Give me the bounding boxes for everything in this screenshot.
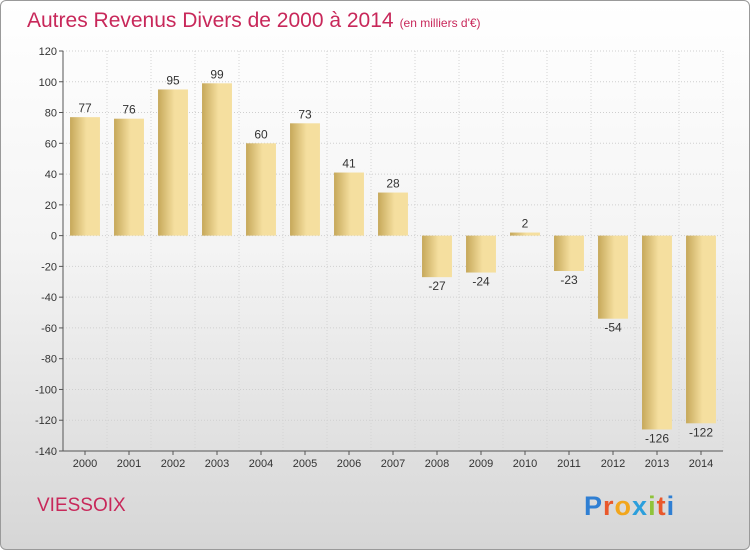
y-tick-label: -60: [41, 323, 57, 335]
bar-2010: [510, 232, 540, 236]
bar-2014: [686, 235, 716, 424]
bars: [70, 83, 716, 430]
logo-letter: P: [584, 491, 604, 521]
x-tick-label: 2007: [381, 458, 405, 470]
data-label: -54: [604, 321, 622, 335]
bar-2009: [466, 235, 496, 273]
x-tick-label: 2014: [689, 458, 713, 470]
logo-letter: x: [632, 491, 649, 521]
y-tick-label: -140: [35, 446, 57, 458]
logo-letter: r: [603, 491, 615, 521]
x-tick-label: 2010: [513, 458, 537, 470]
x-tick-label: 2006: [337, 458, 361, 470]
bar-2002: [158, 89, 188, 236]
chart-title: Autres Revenus Divers de 2000 à 2014 (en …: [27, 9, 481, 33]
logo-letter: i: [666, 491, 676, 521]
bar-2000: [70, 117, 100, 236]
x-tick-label: 2004: [249, 458, 273, 470]
logo-letter: o: [614, 491, 633, 521]
data-label: 60: [254, 127, 268, 141]
place-name: VIESSOIX: [37, 495, 126, 516]
bar-2005: [290, 123, 320, 236]
y-tick-label: -120: [35, 415, 57, 427]
bar-2007: [378, 192, 408, 236]
y-tick-label: 40: [45, 169, 57, 181]
proxiti-logo[interactable]: Proxiti: [584, 491, 675, 522]
bar-2004: [246, 143, 276, 236]
y-tick-label: -40: [41, 292, 57, 304]
x-tick-label: 2002: [161, 458, 185, 470]
y-tick-label: 60: [45, 138, 57, 150]
y-tick-label: 80: [45, 108, 57, 120]
x-tick-label: 2011: [557, 458, 581, 470]
data-label: -24: [472, 275, 490, 289]
y-tick-label: 20: [45, 200, 57, 212]
bar-2013: [642, 235, 672, 430]
y-tick-label: -80: [41, 354, 57, 366]
data-label: 76: [122, 103, 136, 117]
data-label: -23: [560, 273, 578, 287]
chart-title-unit: (en milliers d'€): [399, 16, 481, 30]
logo-letter: t: [656, 491, 667, 521]
y-tick-label: 100: [39, 77, 57, 89]
bar-2006: [334, 172, 364, 236]
data-label: -122: [689, 425, 713, 439]
x-tick-label: 2001: [117, 458, 141, 470]
y-tick-label: 0: [51, 231, 57, 243]
x-tick-label: 2008: [425, 458, 449, 470]
data-labels: 77 76 95 99 60 73 41 28 -27 -24 2 -23 -54 -126 -122: [78, 67, 713, 445]
chart-title-text: Autres Revenus Divers de 2000 à 2014: [27, 9, 394, 32]
y-tick-label: -100: [35, 384, 57, 396]
data-label: 99: [210, 67, 224, 81]
logo-letter: i: [648, 491, 657, 521]
x-tick-label: 2009: [469, 458, 493, 470]
x-tick-label: 2012: [601, 458, 625, 470]
bar-2011: [554, 235, 584, 271]
data-label: -27: [428, 279, 446, 293]
bar-2012: [598, 235, 628, 319]
y-tick-label: -20: [41, 261, 57, 273]
data-label: 95: [166, 73, 180, 87]
data-label: 41: [342, 157, 356, 171]
data-label: 2: [522, 217, 529, 231]
x-tick-label: 2013: [645, 458, 669, 470]
data-label: 77: [78, 101, 92, 115]
bar-2001: [114, 118, 144, 236]
bar-2003: [202, 83, 232, 236]
y-tick-label: 120: [39, 46, 57, 58]
bar-2008: [422, 235, 452, 278]
data-label: 28: [386, 177, 400, 191]
x-tick-label: 2003: [205, 458, 229, 470]
x-tick-label: 2000: [73, 458, 97, 470]
data-label: -126: [645, 431, 669, 445]
axes: 120 100 80 60 40 20 0 -20 -40 -60 -80 -100 -120 -140 2…: [35, 46, 723, 470]
x-tick-label: 2005: [293, 458, 317, 470]
data-label: 73: [298, 107, 312, 121]
